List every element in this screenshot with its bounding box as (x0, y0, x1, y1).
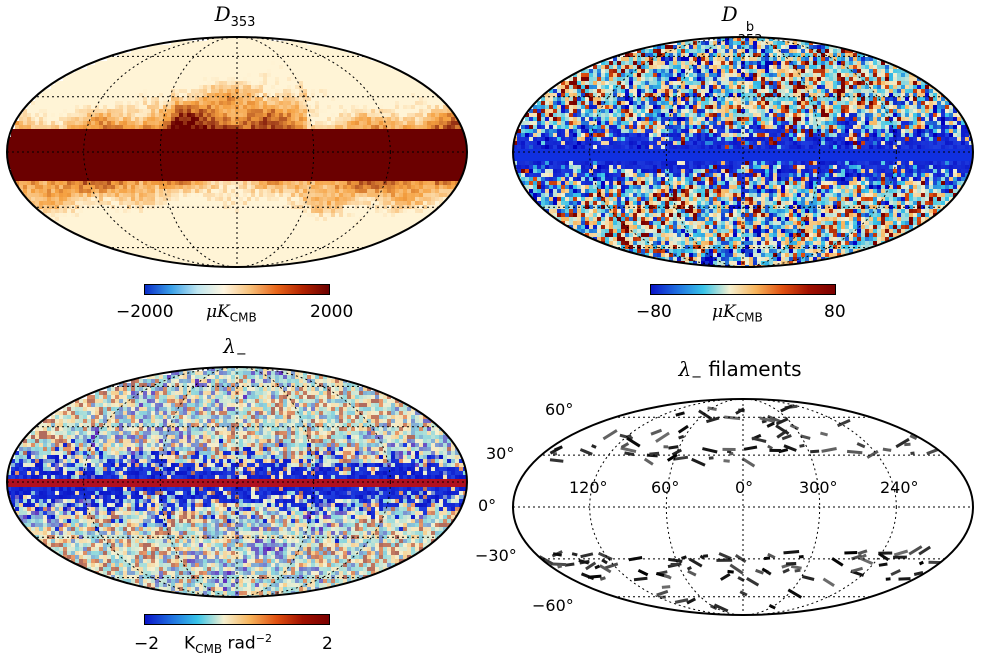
colorbar-max-label: 80 (824, 302, 846, 322)
title-main: λ (223, 334, 236, 358)
colorbar-max-label: 2000 (310, 302, 354, 322)
colorbar-lambda (144, 614, 330, 625)
unit-tail: rad (222, 633, 256, 654)
panel-title-lambda: λ− (205, 334, 265, 362)
title-sup: b (745, 20, 755, 35)
panel-title-d353: D353 (205, 2, 265, 30)
panel-title-filaments: λ− filaments (650, 357, 830, 385)
title-main: λ (678, 357, 692, 381)
colorbar-min-label: −2 (134, 634, 160, 654)
map-lambda (7, 367, 467, 597)
unit-main: μK (712, 302, 736, 322)
colorbar-unit: μKCMB (206, 302, 257, 324)
colorbar-min-label: −2000 (116, 302, 174, 322)
graticule (513, 37, 973, 267)
lat-label-minus60: −60° (532, 596, 574, 615)
colorbar-max-label: 2 (322, 634, 333, 654)
title-sub: 353 (230, 15, 256, 30)
colorbar-d353 (144, 284, 330, 295)
map-d353 (7, 37, 467, 267)
unit-main: K (184, 633, 196, 654)
title-main: D (721, 2, 738, 26)
colorbar-d353b (650, 284, 836, 295)
colorbar-unit: KCMB rad−2 (184, 632, 272, 656)
title-sub: − (235, 347, 247, 362)
title-main: D (214, 2, 231, 26)
unit-sup: −2 (255, 632, 272, 645)
lon-label-300: 300° (799, 478, 838, 497)
unit-sub: CMB (735, 310, 763, 325)
lon-label-0: 0° (735, 478, 754, 497)
graticule (7, 367, 467, 597)
map-outline (512, 398, 974, 616)
lat-label-minus30: −30° (475, 546, 517, 565)
lon-label-60: 60° (651, 478, 680, 497)
lat-label-60: 60° (545, 400, 574, 419)
unit-main: μK (206, 302, 230, 322)
title-tail: filaments (702, 357, 802, 381)
lat-label-0: 0° (478, 496, 497, 515)
lon-label-240: 240° (880, 478, 919, 497)
lon-label-120: 120° (569, 478, 608, 497)
unit-sub: CMB (229, 310, 257, 325)
colorbar-min-label: −80 (636, 302, 672, 322)
unit-sub: CMB (195, 642, 223, 657)
title-sub: − (691, 370, 703, 385)
colorbar-unit: μKCMB (712, 302, 763, 324)
lat-label-30: 30° (486, 444, 515, 463)
